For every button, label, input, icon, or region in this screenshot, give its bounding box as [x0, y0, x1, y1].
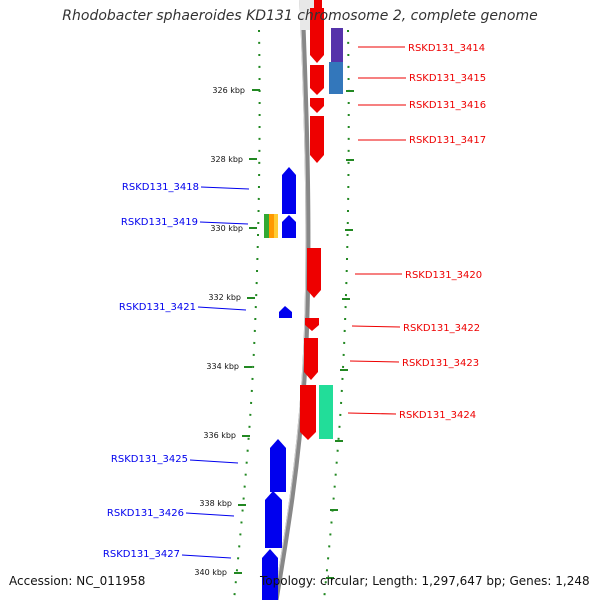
gene-label-rskd131-3424[interactable]: RSKD131_3424	[399, 410, 476, 421]
gene-label-rskd131-3422[interactable]: RSKD131_3422	[403, 323, 480, 334]
gene-label-rskd131-3418[interactable]: RSKD131_3418	[122, 182, 199, 193]
map-title: Rhodobacter sphaeroides KD131 chromosome…	[62, 8, 538, 24]
gene-rskd131-3414[interactable]	[310, 8, 324, 63]
gene-rskd131-3424[interactable]	[300, 385, 316, 440]
gene-rskd131-3419-feature-b	[269, 214, 274, 238]
gene-label-rskd131-3419[interactable]: RSKD131_3419	[121, 217, 198, 228]
tick-label: 338 kbp	[199, 499, 232, 508]
tick-label: 340 kbp	[194, 568, 227, 577]
tick-label: 326 kbp	[212, 86, 245, 95]
gene-label-rskd131-3427[interactable]: RSKD131_3427	[103, 549, 180, 560]
gene-label-rskd131-3421[interactable]: RSKD131_3421	[119, 302, 196, 313]
scale-dots-left	[233, 29, 261, 601]
gene-rskd131-3416[interactable]	[310, 98, 324, 113]
tick-label: 332 kbp	[208, 293, 241, 302]
gene-rskd131-3422[interactable]	[305, 318, 319, 331]
gene-rskd131-3421[interactable]	[279, 306, 292, 318]
gene-label-rskd131-3414[interactable]: RSKD131_3414	[408, 43, 485, 54]
gene-label-rskd131-3417[interactable]: RSKD131_3417	[409, 135, 486, 146]
tick-label: 334 kbp	[206, 362, 239, 371]
gene-rskd131-3417[interactable]	[310, 116, 324, 163]
gene-rskd131-3419-feature-a	[264, 214, 269, 238]
gene-rskd131-3424-feature	[319, 385, 333, 439]
gene-label-rskd131-3420[interactable]: RSKD131_3420	[405, 270, 482, 281]
gene-rskd131-3414-overlap	[331, 28, 343, 64]
backbone-highlight	[273, 0, 307, 601]
gene-rskd131-3420[interactable]	[307, 248, 321, 298]
gene-rskd131-3415-overlap	[329, 62, 343, 94]
gene-label-rskd131-3426[interactable]: RSKD131_3426	[107, 508, 184, 519]
gene-label-rskd131-3425[interactable]: RSKD131_3425	[111, 454, 188, 465]
feature-partial-top	[312, 0, 322, 8]
tick-marks	[234, 89, 354, 579]
gene-rskd131-3418[interactable]	[282, 167, 296, 214]
leader-lines	[181, 46, 406, 559]
accession-label: Accession: NC_011958	[9, 574, 146, 588]
gene-bottom-partial	[262, 596, 276, 600]
scale-dots-right	[323, 29, 350, 601]
tick-label: 328 kbp	[210, 155, 243, 164]
gene-rskd131-3415[interactable]	[310, 65, 324, 95]
gene-rskd131-3427[interactable]	[262, 549, 278, 600]
gene-rskd131-3419-feature-c	[274, 214, 278, 238]
gene-rskd131-3425[interactable]	[270, 439, 286, 492]
tick-label: 336 kbp	[203, 431, 236, 440]
genome-summary: Topology: circular; Length: 1,297,647 bp…	[260, 574, 590, 588]
gene-rskd131-3419[interactable]	[282, 215, 296, 238]
gene-rskd131-3426[interactable]	[265, 491, 282, 548]
gene-label-rskd131-3415[interactable]: RSKD131_3415	[409, 73, 486, 84]
tick-label: 330 kbp	[210, 224, 243, 233]
gene-label-rskd131-3416[interactable]: RSKD131_3416	[409, 100, 486, 111]
gene-label-rskd131-3423[interactable]: RSKD131_3423	[402, 358, 479, 369]
gene-rskd131-3423[interactable]	[304, 338, 318, 380]
